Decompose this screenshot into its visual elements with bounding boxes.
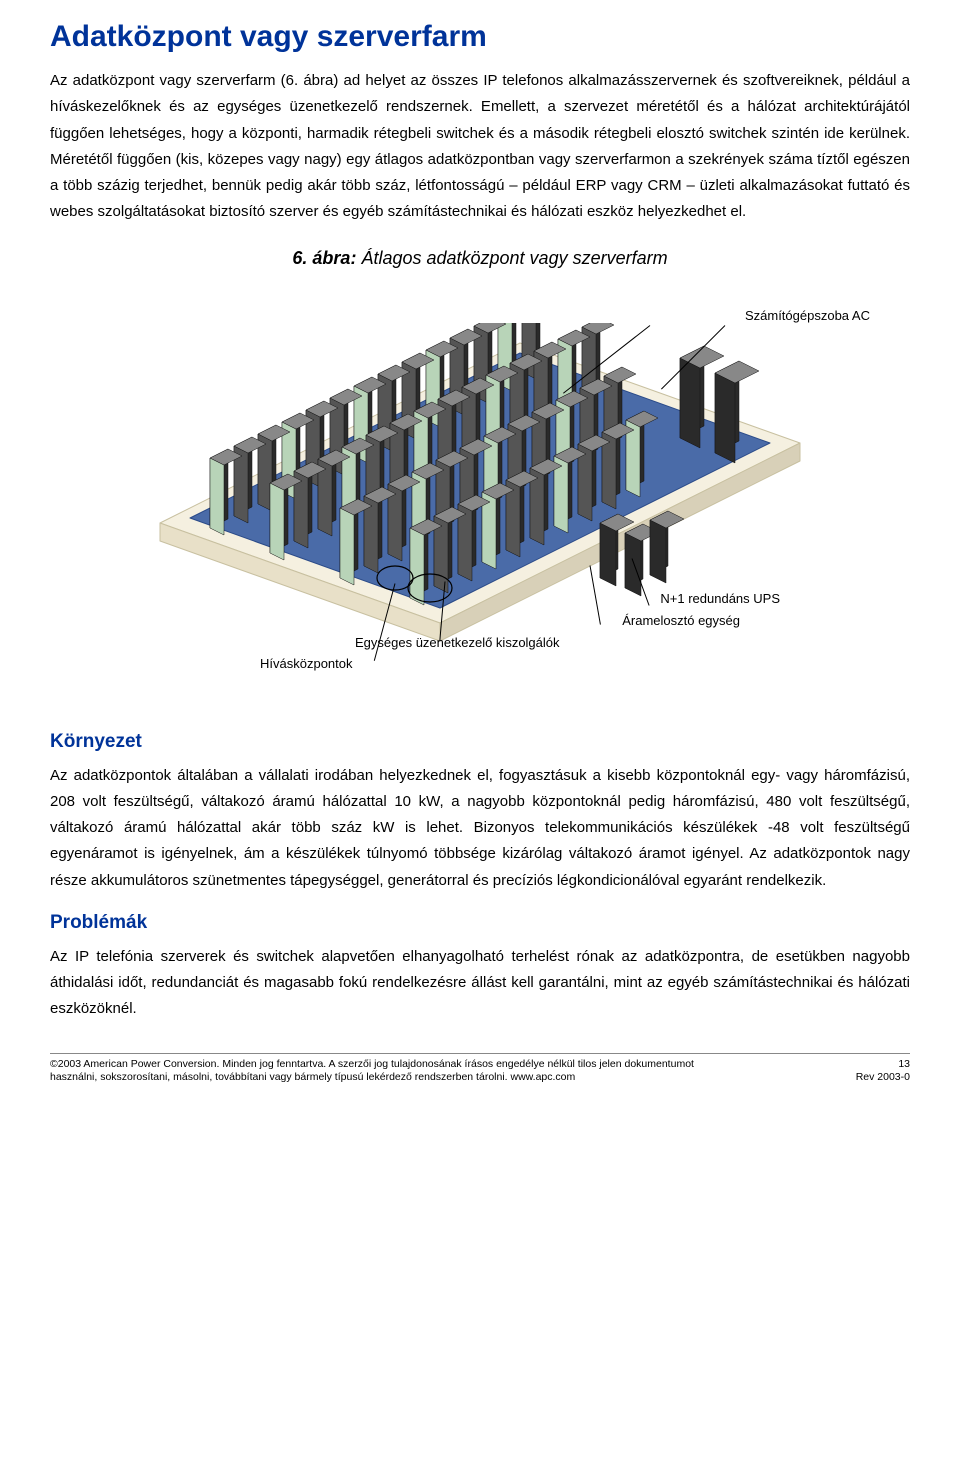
environment-paragraph: Az adatközpontok általában a vállalati i…	[50, 763, 910, 894]
footer-line2: használni, sokszorosítani, másolni, tová…	[50, 1071, 575, 1083]
figure-caption-text: Átlagos adatközpont vagy szerverfarm	[356, 248, 667, 268]
label-call: Hívásközpontok	[260, 656, 353, 671]
footer-right: 13 Rev 2003-0	[820, 1058, 910, 1085]
footer-line1: ©2003 American Power Conversion. Minden …	[50, 1058, 694, 1070]
label-um: Egységes üzenetkezelő kiszolgálók	[355, 635, 560, 650]
heading-environment: Környezet	[50, 731, 910, 753]
page-footer: ©2003 American Power Conversion. Minden …	[50, 1053, 910, 1085]
footer-copyright: ©2003 American Power Conversion. Minden …	[50, 1058, 820, 1085]
figure-6: Számítógépszoba AC N+1 redundáns UPS Ára…	[50, 283, 910, 713]
footer-page-number: 13	[898, 1058, 910, 1070]
problems-paragraph: Az IP telefónia szerverek és switchek al…	[50, 944, 910, 1023]
label-ac: Számítógépszoba AC	[745, 308, 870, 323]
page-title: Adatközpont vagy szerverfarm	[50, 20, 910, 54]
figure-caption-bold: 6. ábra:	[292, 248, 356, 268]
footer-rev: Rev 2003-0	[856, 1071, 910, 1083]
heading-problems: Problémák	[50, 912, 910, 934]
figure-caption: 6. ábra: Átlagos adatközpont vagy szerve…	[50, 248, 910, 269]
intro-paragraph: Az adatközpont vagy szerverfarm (6. ábra…	[50, 68, 910, 226]
label-pdu: Áramelosztó egység	[622, 613, 740, 628]
label-ups: N+1 redundáns UPS	[660, 591, 780, 606]
